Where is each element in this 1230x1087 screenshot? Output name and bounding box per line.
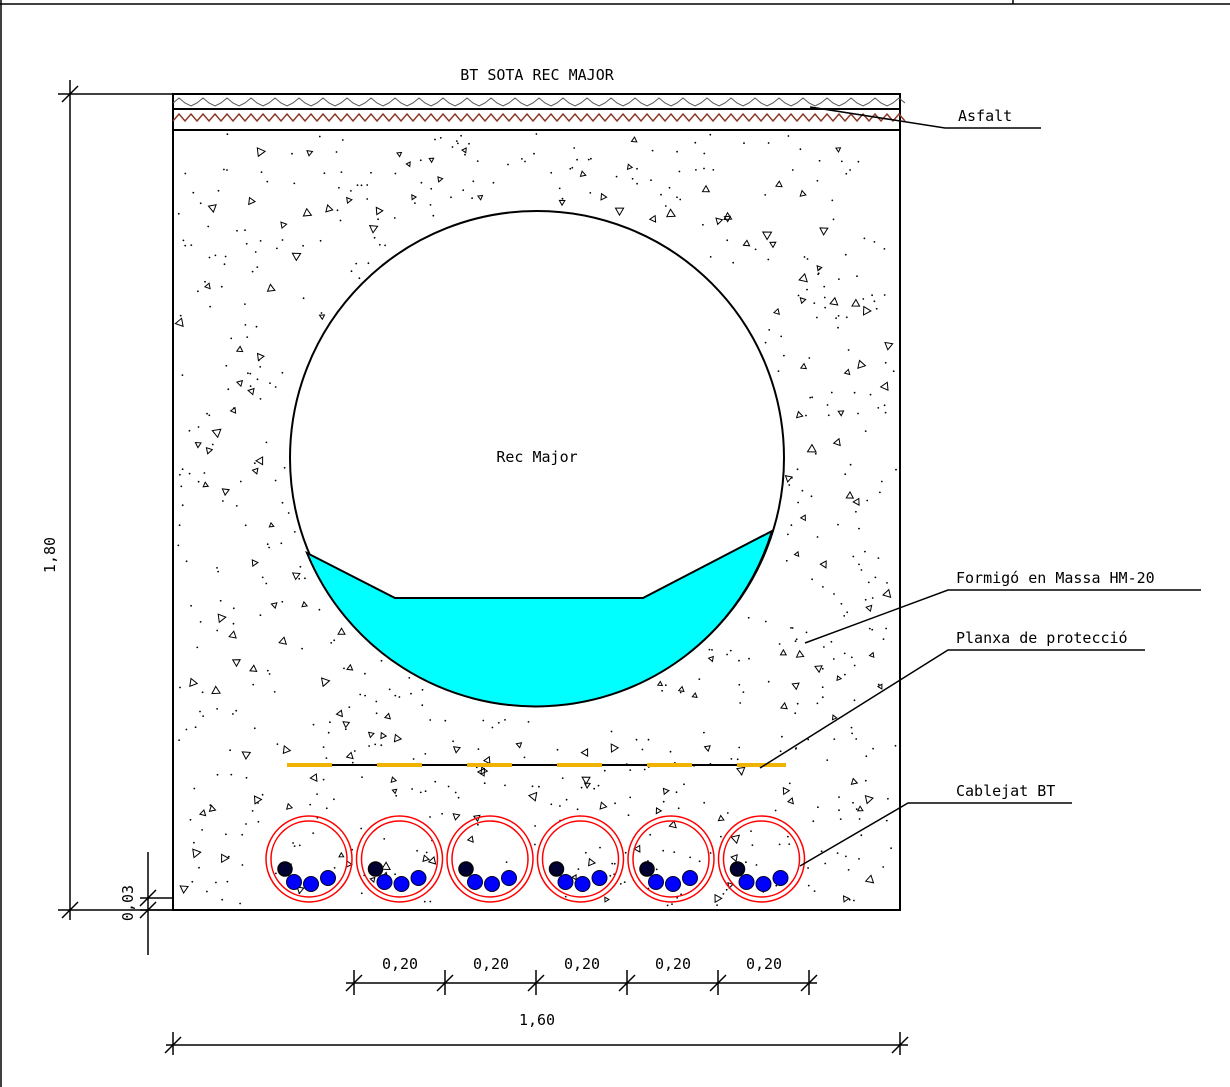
height-dimension: [58, 80, 173, 920]
neutral-cable: [729, 861, 746, 877]
width-value: 1,60: [519, 1011, 555, 1029]
conduit-outer-wall: [627, 815, 715, 903]
conduit-inner-wall: [451, 820, 529, 898]
height-value: 1,80: [41, 537, 59, 573]
phase-cable: [591, 870, 608, 886]
conduit-outer-wall: [265, 815, 353, 903]
conduit-inner-wall: [360, 820, 439, 898]
conduit-outer-wall: [446, 815, 534, 903]
spacing-value: 0,20: [746, 955, 782, 973]
neutral-cable: [277, 861, 293, 877]
cablejat-label: Cablejat BT: [956, 782, 1055, 800]
spacing-value: 0,20: [564, 955, 600, 973]
phase-cable: [467, 874, 483, 890]
conduit: [717, 815, 806, 903]
phase-cable: [738, 874, 755, 890]
concrete-speckle: [174, 133, 897, 907]
water-fill: [305, 529, 774, 708]
spacing-value: 0,20: [655, 955, 691, 973]
spacing-value: 0,20: [382, 955, 418, 973]
conduit-inner-wall: [632, 820, 710, 898]
conduit-inner-wall: [270, 820, 348, 898]
phase-cable: [393, 876, 410, 892]
phase-cable: [682, 870, 698, 886]
spacing-tick: [436, 974, 454, 992]
phase-cable: [648, 874, 664, 890]
neutral-cable: [639, 861, 655, 877]
asphalt-wearing-course: [172, 97, 906, 107]
spacing-tick: [800, 974, 818, 992]
width-dimension: [164, 1032, 909, 1055]
conduit-group: [265, 815, 806, 903]
asphalt-layer: [172, 97, 906, 123]
conduit: [536, 815, 625, 903]
title-label: BT SOTA REC MAJOR: [460, 66, 614, 84]
phase-cable: [484, 876, 500, 892]
conduit-outer-wall: [717, 815, 806, 903]
conduit: [446, 815, 534, 903]
asfalt-label: Asfalt: [958, 107, 1012, 125]
rec-major-pipe: Rec Major: [289, 210, 785, 708]
asphalt-base-course: [172, 112, 906, 123]
bottom-cover-value: 0,03: [119, 885, 137, 921]
phase-cable: [410, 870, 427, 886]
formigo-label: Formigó en Massa HM-20: [956, 569, 1155, 587]
trench-outline: [172, 93, 901, 911]
spacing-dimensions: 0,20 0,20 0,20 0,20 0,20: [345, 955, 818, 995]
phase-cable: [574, 876, 591, 892]
conduit-outer-wall: [536, 815, 625, 903]
conduit: [355, 815, 444, 903]
conduit-outer-wall: [355, 815, 444, 903]
phase-cable: [557, 874, 574, 890]
phase-cable: [320, 870, 336, 886]
phase-cable: [755, 876, 772, 892]
phase-cable: [303, 876, 319, 892]
spacing-tick: [527, 974, 545, 992]
neutral-cable: [367, 861, 384, 877]
spacing-value: 0,20: [473, 955, 509, 973]
spacing-tick: [709, 974, 727, 992]
conduit: [265, 815, 353, 903]
spacing-tick: [618, 974, 636, 992]
bottom-cover-dimension: [139, 852, 173, 955]
conduit-inner-wall: [541, 820, 620, 898]
neutral-cable: [458, 861, 474, 877]
phase-cable: [376, 874, 393, 890]
conduit-inner-wall: [722, 820, 801, 898]
phase-cable: [501, 870, 517, 886]
phase-cable: [286, 874, 302, 890]
phase-cable: [772, 870, 789, 886]
neutral-cable: [548, 861, 565, 877]
spacing-tick: [345, 974, 363, 992]
planxa-label: Planxa de protecció: [956, 629, 1128, 647]
conduit: [627, 815, 715, 903]
phase-cable: [665, 876, 681, 892]
leader-lines: [759, 106, 1201, 867]
rec-major-label: Rec Major: [496, 448, 577, 466]
